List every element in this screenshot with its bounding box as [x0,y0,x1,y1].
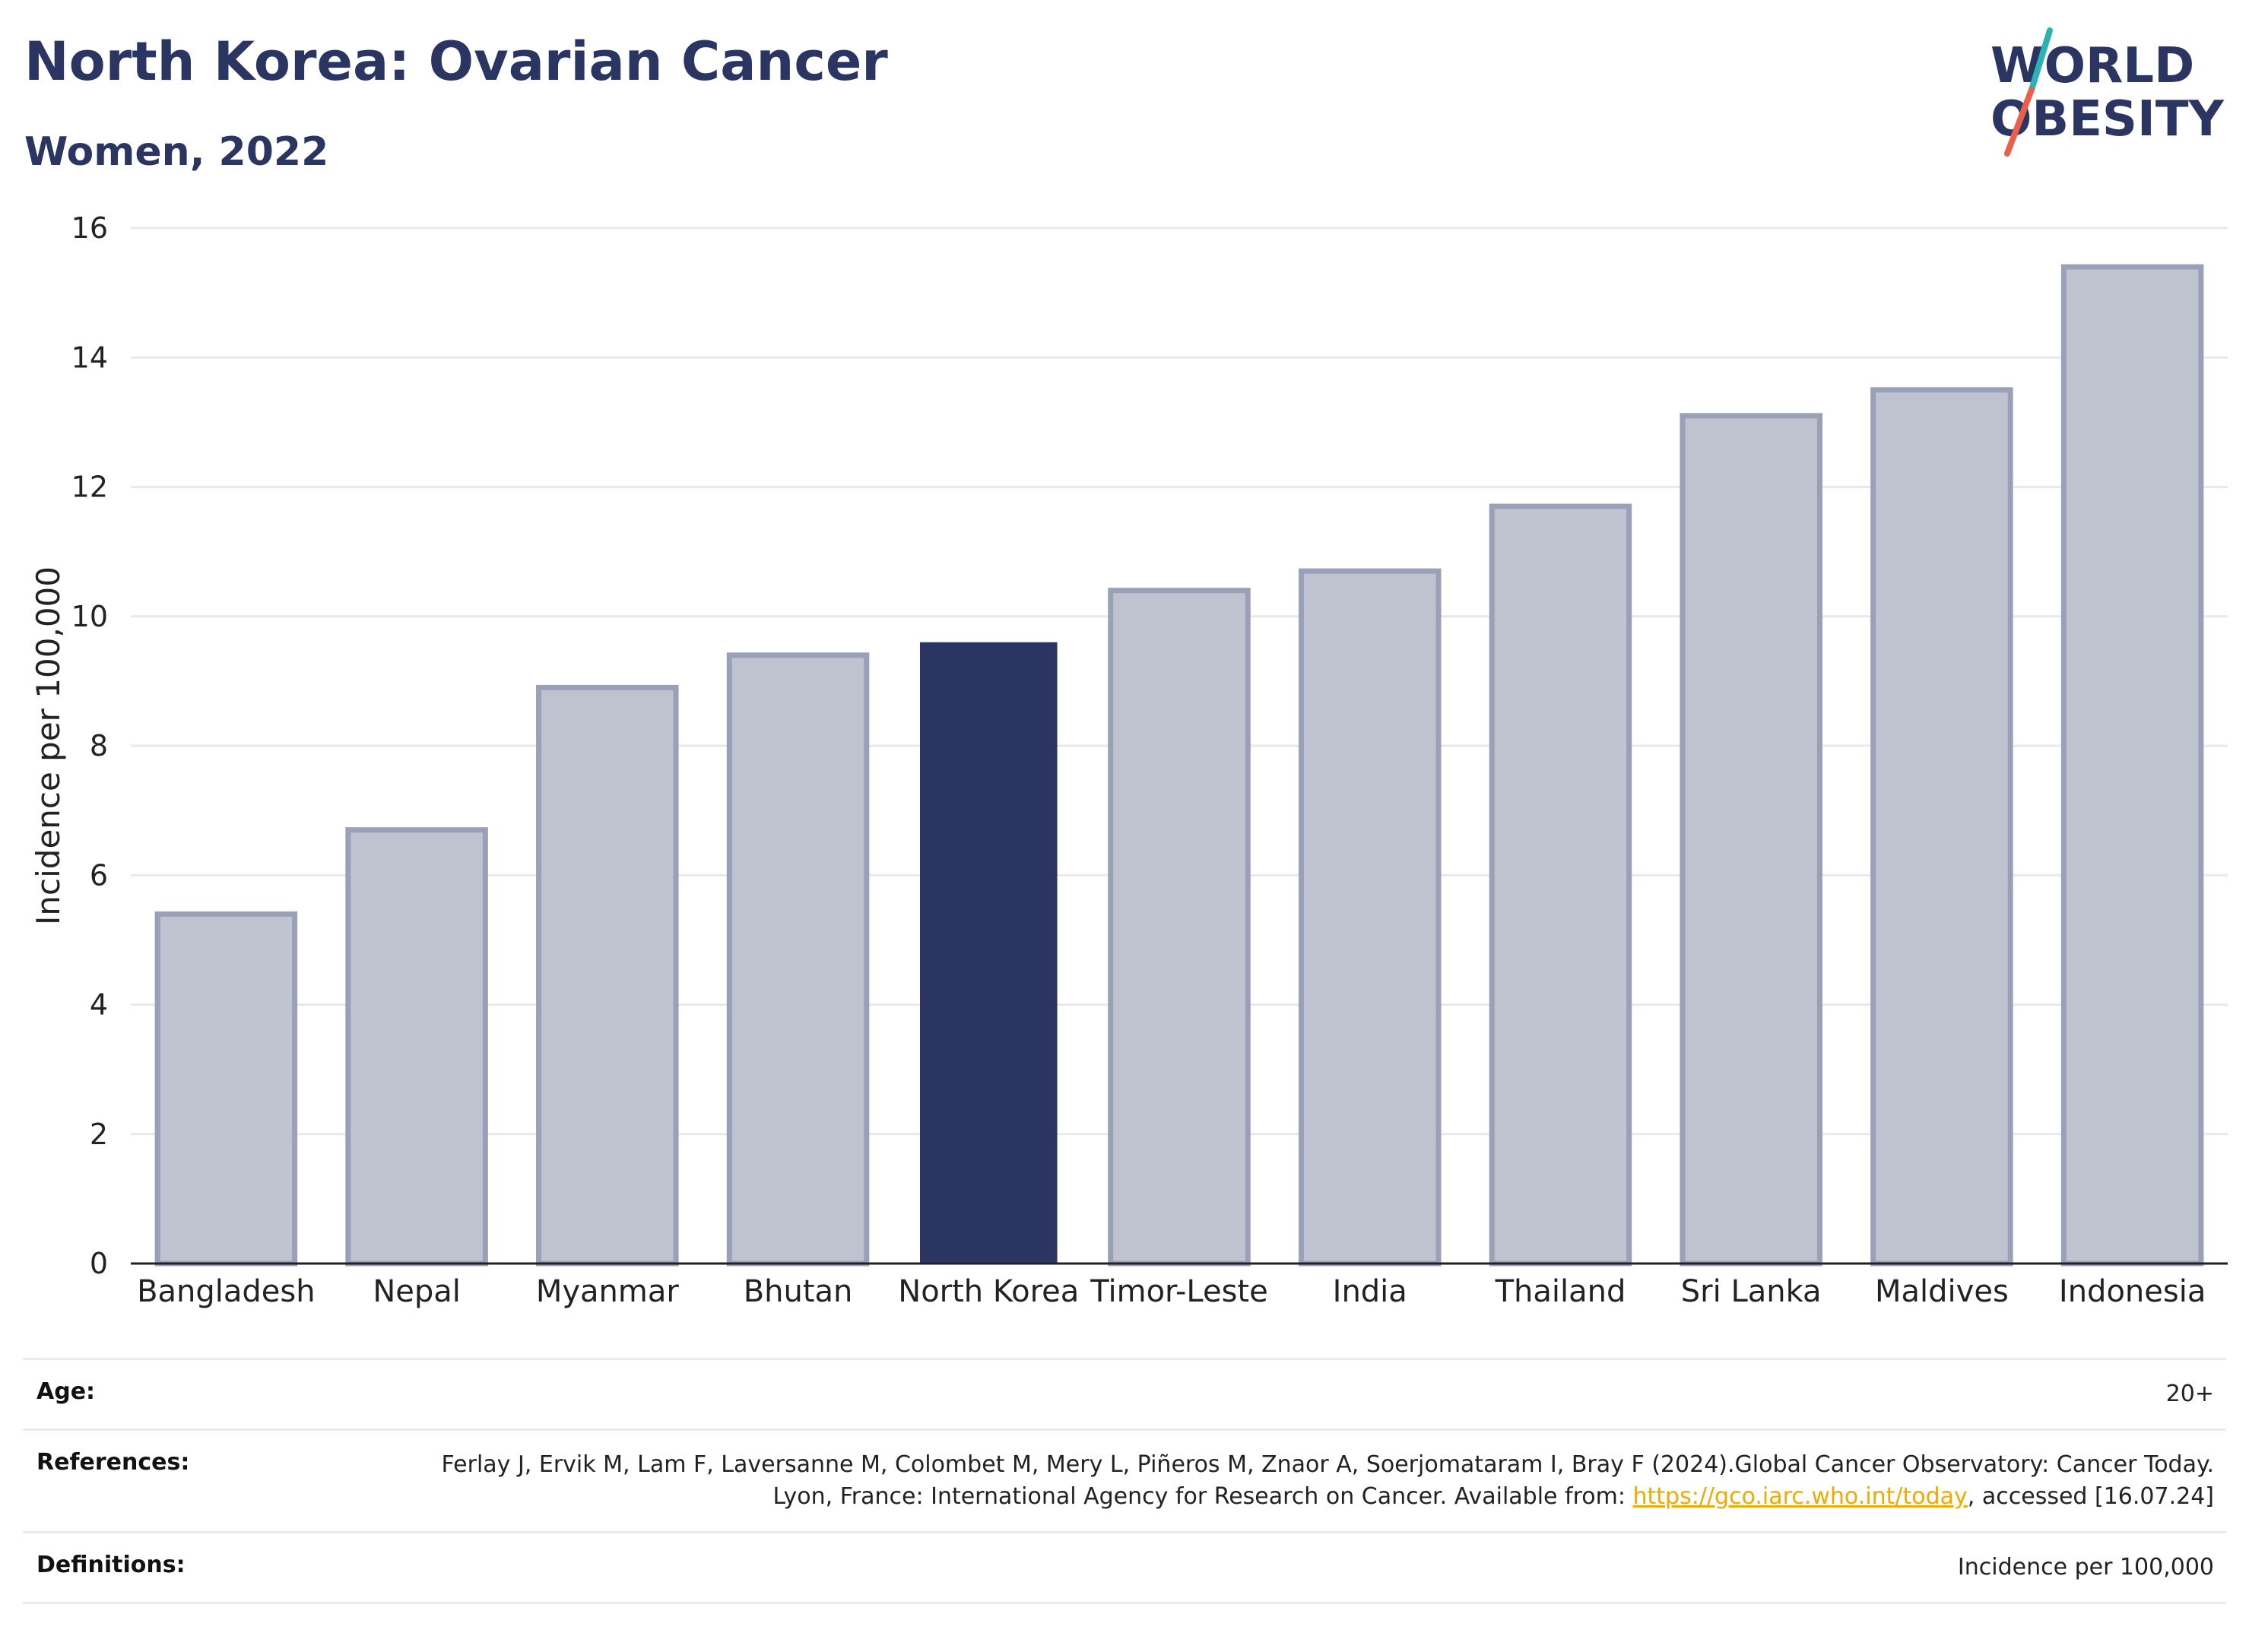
info-table: Age: 20+ References: Ferlay J, Ervik M, … [23,1358,2226,1604]
x-tick-label: Nepal [373,1274,461,1309]
bar [1298,568,1442,1267]
references-label: References: [23,1428,368,1533]
y-tick-label: 0 [90,1247,108,1280]
y-tick-label: 8 [90,729,108,763]
bars [154,264,2204,1267]
references-text: Ferlay J, Ervik M, Lam F, Laversanne M, … [441,1451,2214,1510]
bar [1108,588,1251,1267]
age-label: Age: [23,1358,368,1430]
y-tick-label: 6 [90,858,108,892]
logo-line1: WORLD [1990,38,2194,94]
axis-ticks: 0 2 4 6 8 10 12 14 16 Bangladesh Nepal Myanmar Bhuta… [71,211,2206,1309]
y-tick-label: 12 [71,471,108,504]
x-tick-label: India [1333,1274,1407,1309]
bar [154,911,298,1267]
bar-chart: 0 2 4 6 8 10 12 14 16 Bangladesh Nepal Myanmar Bhuta… [30,211,2228,1309]
definitions-value: Incidence per 100,000 [368,1531,2226,1604]
bar [726,652,870,1267]
x-tick-label: North Korea [898,1274,1079,1309]
bar [1489,503,1632,1267]
definitions-label: Definitions: [23,1531,368,1604]
x-tick-label: Timor-Leste [1090,1274,1267,1309]
bar [2060,264,2204,1267]
x-tick-label: Myanmar [536,1274,680,1309]
y-tick-label: 4 [90,988,108,1022]
chart-title: North Korea: Ovarian Cancer [24,30,888,93]
world-obesity-logo: WORLD OBESITY [1990,27,2224,157]
x-tick-label: Bhutan [744,1274,853,1309]
y-tick-label: 10 [71,600,108,633]
x-tick-label: Sri Lanka [1681,1274,1822,1309]
x-tick-label: Thailand [1495,1274,1626,1309]
logo-slash-top [2029,27,2053,93]
references-row: References: Ferlay J, Ervik M, Lam F, La… [23,1428,2226,1533]
bar [345,827,488,1267]
bar-highlight [920,642,1058,1264]
bar [1870,387,2013,1267]
age-row: Age: 20+ [23,1358,2226,1430]
y-tick-label: 16 [71,211,108,245]
y-tick-label: 14 [71,341,108,374]
references-value: Ferlay J, Ervik M, Lam F, Laversanne M, … [368,1428,2226,1533]
x-tick-label: Bangladesh [137,1274,316,1309]
x-tick-label: Maldives [1875,1274,2009,1309]
references-tail: , accessed [16.07.24] [1967,1483,2214,1510]
x-tick-label: Indonesia [2059,1274,2206,1309]
age-value: 20+ [368,1358,2226,1430]
bar [536,684,679,1267]
chart-subtitle: Women, 2022 [24,129,329,175]
bar [1680,413,1822,1267]
y-axis-title: Incidence per 100,000 [30,566,67,925]
y-tick-label: 2 [90,1118,108,1151]
references-link[interactable]: https://gco.iarc.who.int/today [1632,1483,1968,1510]
definitions-row: Definitions: Incidence per 100,000 [23,1531,2226,1604]
logo-slash-bottom [2004,87,2035,157]
